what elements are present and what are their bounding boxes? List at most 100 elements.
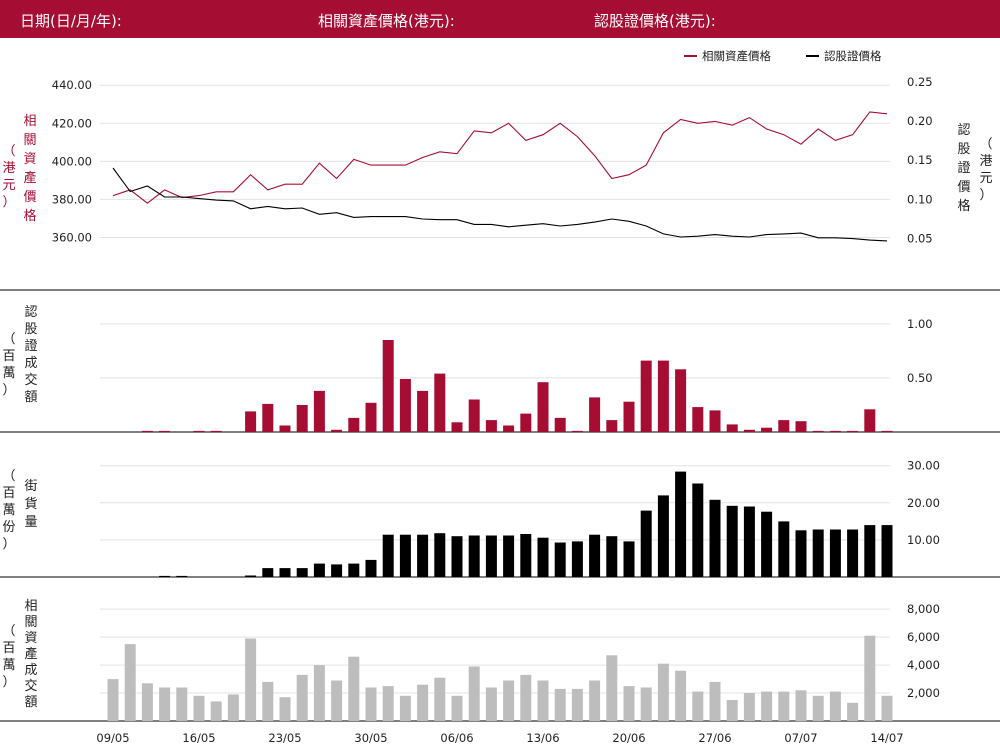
bar: [657, 663, 669, 721]
bar: [176, 575, 188, 577]
warrant-chart: 440.00 420.00 400.00 380.00 360.00 0.25 0.20 0.…: [0, 49, 1000, 745]
bar: [761, 511, 773, 577]
bar: [864, 635, 876, 721]
bar: [141, 430, 153, 432]
bar: [864, 409, 876, 432]
axis-unit: 萬: [2, 366, 15, 381]
axis-unit: 萬: [2, 503, 15, 518]
bar: [623, 541, 635, 577]
right-axis-label: 證: [957, 160, 970, 176]
legend-underlying-label: 相關資產價格: [702, 49, 771, 63]
left-axis-unit: ）: [2, 195, 15, 210]
bar: [537, 680, 549, 721]
bar: [640, 687, 652, 721]
x-tick-label: 16/05: [182, 731, 215, 745]
right-axis-unit: （: [979, 137, 992, 152]
bar: [606, 655, 618, 721]
bar: [692, 483, 704, 577]
axis-label: 額: [24, 390, 37, 405]
bar: [675, 471, 687, 577]
bar: [107, 679, 119, 721]
right-tick-label: 0.10: [907, 192, 933, 206]
bar: [623, 686, 635, 721]
x-tick-label: 07/07: [784, 731, 817, 745]
bar: [778, 691, 790, 721]
bar: [554, 688, 566, 721]
right-tick-label: 20.00: [907, 496, 940, 510]
bar: [159, 575, 171, 577]
x-tick-label: 30/05: [354, 731, 387, 745]
bar: [141, 683, 153, 721]
axis-label: 街: [24, 479, 37, 494]
bar: [709, 410, 721, 432]
bar: [829, 430, 841, 432]
left-axis-label: 關: [23, 133, 36, 148]
bar: [606, 536, 618, 577]
axis-label: 交: [24, 678, 37, 694]
left-axis-label: 產: [23, 170, 36, 186]
bar: [812, 430, 824, 432]
bar: [262, 403, 274, 432]
right-axis-label: 認: [957, 122, 970, 138]
axis-label: 相: [24, 599, 37, 614]
axis-unit: （: [2, 469, 15, 484]
bar: [434, 533, 446, 577]
right-tick-label: 8,000: [907, 602, 940, 616]
bar: [417, 534, 429, 577]
bar: [795, 421, 807, 432]
bar: [537, 382, 549, 432]
left-axis-label: 格: [23, 208, 36, 224]
bar: [847, 702, 859, 721]
bar: [829, 529, 841, 577]
bar: [399, 695, 411, 721]
bar: [176, 687, 188, 721]
bar: [571, 688, 583, 721]
axis-label: 額: [24, 695, 37, 710]
bar: [434, 677, 446, 721]
x-tick-label: 27/06: [698, 731, 731, 745]
bar: [331, 680, 343, 721]
bar: [382, 340, 394, 432]
bar: [554, 542, 566, 577]
bar: [589, 534, 601, 577]
axis-label: 成: [24, 356, 37, 371]
bar: [709, 499, 721, 577]
bar: [365, 559, 377, 577]
bar: [279, 568, 291, 577]
axis-unit: （: [2, 332, 15, 347]
bar: [227, 694, 239, 721]
left-axis-unit: （: [2, 144, 15, 159]
bar: [778, 521, 790, 577]
bar: [279, 697, 291, 721]
axis-unit: 百: [2, 349, 15, 364]
bar: [485, 420, 497, 432]
axis-label: 成: [24, 663, 37, 678]
bar: [864, 525, 876, 577]
bar: [606, 420, 618, 432]
axis-label: 證: [24, 338, 37, 354]
bar: [829, 691, 841, 721]
bar: [795, 530, 807, 577]
bar: [881, 430, 893, 432]
bar: [520, 413, 532, 432]
axis-label: 交: [24, 372, 37, 388]
bar: [399, 534, 411, 577]
bar: [503, 425, 515, 432]
bar: [640, 360, 652, 432]
bar: [124, 644, 136, 721]
bar: [348, 656, 360, 721]
bar: [795, 690, 807, 722]
bar: [726, 505, 738, 577]
axis-unit: 萬: [2, 658, 15, 673]
bar: [313, 563, 325, 577]
bar: [503, 535, 515, 577]
bar: [520, 674, 532, 721]
bar: [399, 379, 411, 432]
axis-label: 量: [24, 515, 37, 530]
bar: [159, 430, 171, 432]
right-axis-unit: 元: [979, 171, 992, 186]
axis-label: 資: [24, 631, 37, 646]
right-tick-label: 30.00: [907, 459, 940, 473]
right-axis-unit: ）: [979, 188, 992, 203]
bar: [743, 506, 755, 577]
